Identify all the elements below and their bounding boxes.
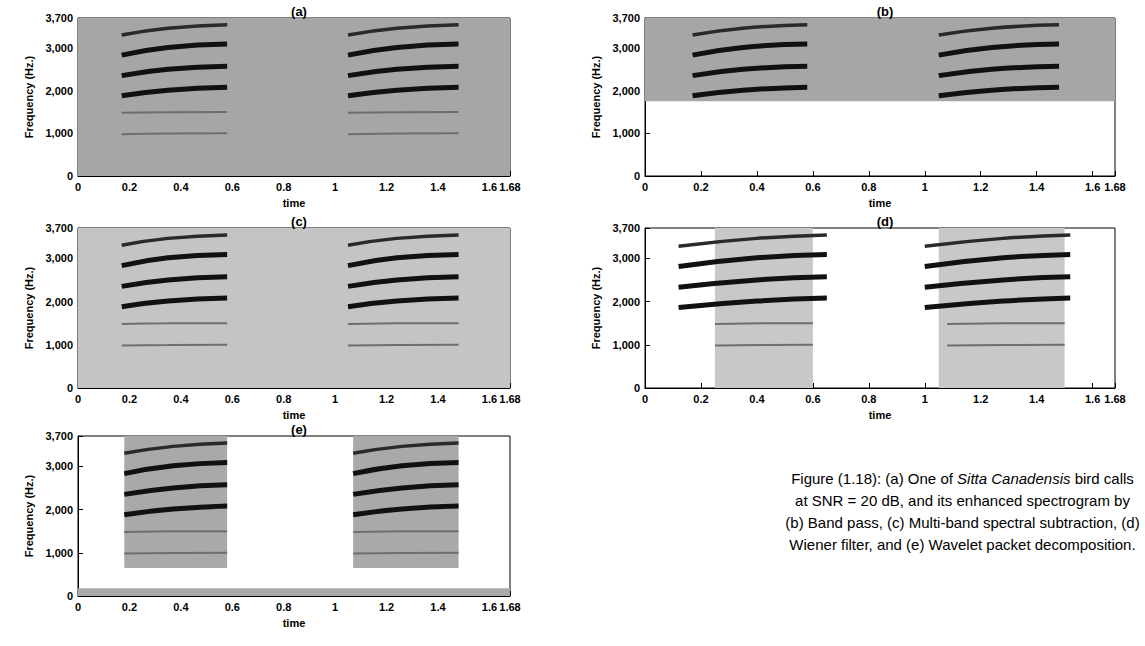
svg-text:0.2: 0.2 — [693, 181, 708, 193]
svg-text:0.6: 0.6 — [225, 393, 240, 405]
svg-text:time: time — [869, 409, 892, 421]
svg-text:3,000: 3,000 — [45, 42, 73, 54]
svg-text:0.6: 0.6 — [805, 181, 820, 193]
svg-text:1.4: 1.4 — [430, 393, 446, 405]
svg-text:0: 0 — [634, 382, 640, 394]
svg-text:1.2: 1.2 — [379, 601, 394, 613]
svg-text:0: 0 — [67, 382, 73, 394]
svg-text:0.2: 0.2 — [122, 601, 137, 613]
svg-text:1,000: 1,000 — [612, 127, 640, 139]
svg-text:0: 0 — [67, 170, 73, 182]
svg-text:time: time — [283, 409, 306, 421]
svg-text:0: 0 — [67, 590, 73, 602]
svg-text:0: 0 — [75, 181, 81, 193]
svg-text:2,000: 2,000 — [45, 504, 73, 516]
svg-text:0.4: 0.4 — [173, 181, 189, 193]
svg-text:0.4: 0.4 — [173, 393, 189, 405]
svg-text:1.4: 1.4 — [1029, 393, 1045, 405]
svg-text:3,700: 3,700 — [45, 222, 73, 234]
svg-text:3,000: 3,000 — [612, 42, 640, 54]
svg-text:2,000: 2,000 — [45, 85, 73, 97]
svg-text:0.8: 0.8 — [276, 601, 291, 613]
html-text:Figure (1.18): (a) One of Sitt: Figure (1.18): (a) One of Sitta Canadens… — [785, 470, 1140, 553]
svg-text:1.6: 1.6 — [482, 181, 497, 193]
svg-text:0.2: 0.2 — [122, 181, 137, 193]
svg-text:3,000: 3,000 — [45, 460, 73, 472]
svg-text:1,000: 1,000 — [612, 339, 640, 351]
svg-text:0.2: 0.2 — [693, 393, 708, 405]
svg-text:0.2: 0.2 — [122, 393, 137, 405]
svg-text:1.68: 1.68 — [499, 181, 520, 193]
svg-text:2,000: 2,000 — [45, 296, 73, 308]
svg-text:0.8: 0.8 — [276, 393, 291, 405]
svg-text:Frequency (Hz.): Frequency (Hz.) — [23, 474, 35, 557]
svg-text:1.2: 1.2 — [973, 181, 988, 193]
svg-text:1.2: 1.2 — [973, 393, 988, 405]
svg-text:3,700: 3,700 — [45, 430, 73, 442]
svg-text:1,000: 1,000 — [45, 547, 73, 559]
svg-text:0: 0 — [634, 170, 640, 182]
svg-text:0: 0 — [75, 601, 81, 613]
svg-text:Frequency (Hz.): Frequency (Hz.) — [23, 55, 35, 138]
svg-text:0: 0 — [75, 393, 81, 405]
svg-text:1.68: 1.68 — [1104, 393, 1125, 405]
svg-text:1.6: 1.6 — [482, 601, 497, 613]
svg-text:1.2: 1.2 — [379, 181, 394, 193]
svg-text:1,000: 1,000 — [45, 127, 73, 139]
svg-text:time: time — [283, 617, 306, 629]
svg-text:Frequency (Hz.): Frequency (Hz.) — [590, 55, 602, 138]
svg-text:time: time — [869, 197, 892, 209]
svg-text:(e): (e) — [291, 422, 307, 437]
svg-text:(c): (c) — [291, 214, 307, 229]
svg-text:2,000: 2,000 — [612, 85, 640, 97]
svg-text:1.68: 1.68 — [1104, 181, 1125, 193]
svg-text:(d): (d) — [877, 214, 894, 229]
svg-text:2,000: 2,000 — [612, 296, 640, 308]
svg-text:0.4: 0.4 — [749, 393, 765, 405]
svg-text:Frequency (Hz.): Frequency (Hz.) — [23, 266, 35, 349]
svg-text:0.4: 0.4 — [749, 181, 765, 193]
svg-text:Frequency (Hz.): Frequency (Hz.) — [590, 266, 602, 349]
svg-text:3,000: 3,000 — [45, 252, 73, 264]
svg-text:1.2: 1.2 — [379, 393, 394, 405]
svg-text:3,700: 3,700 — [612, 222, 640, 234]
svg-text:3,000: 3,000 — [612, 252, 640, 264]
svg-text:3,700: 3,700 — [45, 12, 73, 24]
svg-text:0.6: 0.6 — [805, 393, 820, 405]
svg-text:1: 1 — [332, 181, 338, 193]
svg-text:0.8: 0.8 — [276, 181, 291, 193]
svg-text:1.68: 1.68 — [499, 601, 520, 613]
svg-text:0: 0 — [642, 393, 648, 405]
svg-text:1.4: 1.4 — [1029, 181, 1045, 193]
svg-text:0.6: 0.6 — [225, 181, 240, 193]
svg-text:1: 1 — [922, 393, 928, 405]
svg-text:1.4: 1.4 — [430, 181, 446, 193]
svg-text:(a): (a) — [291, 4, 307, 19]
svg-text:1.6: 1.6 — [1085, 393, 1100, 405]
svg-text:3,700: 3,700 — [612, 12, 640, 24]
svg-text:1.6: 1.6 — [1085, 181, 1100, 193]
svg-text:0.8: 0.8 — [861, 393, 876, 405]
svg-text:time: time — [283, 197, 306, 209]
svg-text:1,000: 1,000 — [45, 339, 73, 351]
svg-text:1.68: 1.68 — [499, 393, 520, 405]
svg-text:0.4: 0.4 — [173, 601, 189, 613]
svg-text:1: 1 — [332, 393, 338, 405]
svg-text:1.4: 1.4 — [430, 601, 446, 613]
svg-text:0: 0 — [642, 181, 648, 193]
svg-text:0.8: 0.8 — [861, 181, 876, 193]
svg-text:1: 1 — [922, 181, 928, 193]
svg-text:0.6: 0.6 — [225, 601, 240, 613]
svg-text:1.6: 1.6 — [482, 393, 497, 405]
svg-text:(b): (b) — [877, 4, 894, 19]
svg-text:1: 1 — [332, 601, 338, 613]
